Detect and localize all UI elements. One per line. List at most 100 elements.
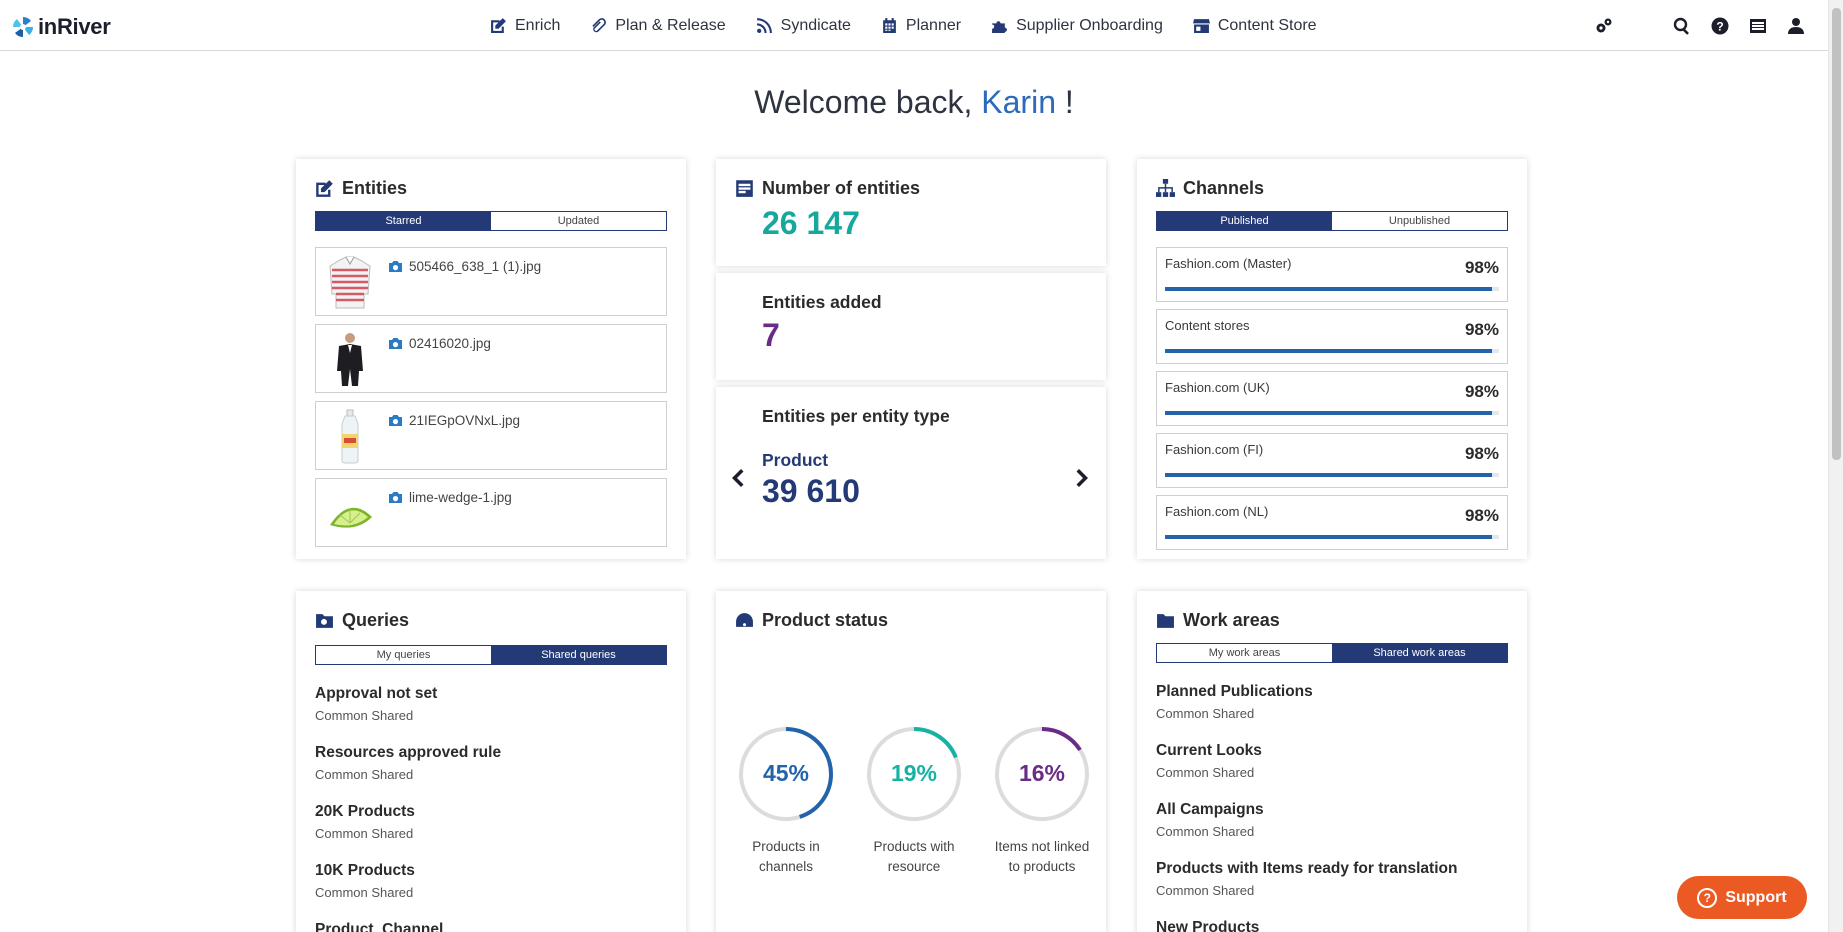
entities-added-label: Entities added: [762, 292, 882, 312]
donut-label-line1: Items not linked: [994, 839, 1090, 854]
list-view-button[interactable]: [1748, 16, 1768, 36]
channel-name: Fashion.com (FI): [1165, 442, 1264, 457]
entities-tabs: Starred Updated: [315, 211, 667, 231]
entities-per-type-label: Entities per entity type: [762, 406, 950, 426]
donut-percentage: 16%: [1018, 760, 1066, 786]
item-title: 20K Products: [315, 803, 415, 820]
nav-enrich[interactable]: Enrich: [490, 17, 560, 35]
entity-filename-text: 02416020.jpg: [409, 336, 491, 351]
number-of-entities-title: Number of entities: [735, 178, 920, 199]
item-title: 10K Products: [315, 862, 415, 879]
entity-item[interactable]: 21IEGpOVNxL.jpg: [315, 401, 667, 470]
donut-arc: [739, 727, 833, 821]
list-icon: [1750, 18, 1766, 33]
tab-unpublished[interactable]: Unpublished: [1332, 212, 1507, 230]
scrollbar-thumb[interactable]: [1832, 8, 1841, 460]
help-button[interactable]: ?: [1710, 16, 1730, 36]
nav-plan-release[interactable]: Plan & Release: [590, 17, 726, 35]
support-label: Support: [1725, 888, 1787, 906]
entity-item[interactable]: 02416020.jpg: [315, 324, 667, 393]
svg-text:?: ?: [1716, 19, 1723, 33]
item-subtitle: Common Shared: [1156, 824, 1255, 839]
entity-item[interactable]: 505466_638_1 (1).jpg: [315, 247, 667, 316]
edit-icon: [491, 18, 506, 33]
status-donut-chart: 45% Products in channels: [736, 724, 836, 877]
previous-type-button[interactable]: [728, 467, 746, 489]
entities-title: Entities: [342, 178, 408, 198]
welcome-heading: Welcome back, Karin !: [0, 84, 1828, 121]
channels-title: Channels: [1183, 178, 1265, 198]
query-item[interactable]: Product_Channel: [315, 921, 443, 932]
channel-item[interactable]: Fashion.com (NL) 98%: [1156, 495, 1508, 550]
entity-item[interactable]: lime-wedge-1.jpg: [315, 478, 667, 547]
tab-starred[interactable]: Starred: [316, 212, 491, 230]
brand-name: inRiver: [38, 14, 111, 39]
search-button[interactable]: [1672, 16, 1692, 36]
channel-item[interactable]: Fashion.com (UK) 98%: [1156, 371, 1508, 426]
camera-icon: [389, 261, 402, 272]
work-area-item[interactable]: Products with Items ready for translatio…: [1156, 860, 1457, 898]
rss-icon: [756, 18, 772, 33]
product-status-card: Product status 45% Products in channels 19%…: [716, 591, 1106, 932]
welcome-prefix: Welcome back,: [754, 84, 982, 120]
channel-name: Fashion.com (Master): [1165, 256, 1292, 271]
queries-card: Queries My queries Shared queries Approv…: [296, 591, 686, 932]
entity-filename: 02416020.jpg: [388, 336, 491, 351]
entity-type-count: 39 610: [762, 473, 860, 509]
sitemap-icon: [1156, 179, 1175, 197]
channel-item[interactable]: Content stores 98%: [1156, 309, 1508, 364]
dashboard-gauge-icon: [736, 613, 753, 627]
donut-label-line1: Products with: [873, 839, 955, 854]
donut-label-line2: to products: [1008, 859, 1076, 874]
queries-title: Queries: [342, 610, 410, 630]
queries-tabs: My queries Shared queries: [315, 645, 667, 665]
channel-item[interactable]: Fashion.com (Master) 98%: [1156, 247, 1508, 302]
tab-updated[interactable]: Updated: [491, 212, 666, 230]
item-subtitle: Common Shared: [315, 708, 414, 723]
product-status-card-title: Product status: [735, 610, 888, 631]
brand-logo[interactable]: inRiver: [12, 14, 111, 40]
channel-progress-fill: [1165, 349, 1493, 353]
item-title: Approval not set: [315, 685, 438, 702]
query-item[interactable]: Approval not set Common Shared: [315, 685, 437, 723]
entities-card-title: Entities: [315, 178, 407, 199]
channel-progress-track: [1165, 349, 1499, 353]
nav-enrich-label: Enrich: [515, 16, 561, 34]
entity-filename-text: 21IEGpOVNxL.jpg: [409, 413, 521, 428]
number-of-entities-card: Number of entities 26 147: [716, 159, 1106, 266]
query-item[interactable]: 10K Products Common Shared: [315, 862, 415, 900]
next-type-button[interactable]: [1074, 467, 1092, 489]
nav-supplier-onboarding[interactable]: Supplier Onboarding: [991, 17, 1163, 35]
page-scrollbar[interactable]: [1828, 0, 1843, 932]
channel-progress-track: [1165, 535, 1499, 539]
tab-my-queries[interactable]: My queries: [316, 646, 491, 664]
donut-label: Items not linked to products: [992, 837, 1092, 877]
work-area-item[interactable]: Current Looks Common Shared: [1156, 742, 1262, 780]
work-areas-title: Work areas: [1183, 610, 1280, 630]
help-circle-icon: ?: [1697, 887, 1718, 908]
channel-item[interactable]: Fashion.com (FI) 98%: [1156, 433, 1508, 488]
calendar-icon: [883, 18, 896, 33]
tab-my-work-areas[interactable]: My work areas: [1157, 644, 1332, 662]
user-menu-button[interactable]: [1786, 16, 1806, 36]
support-button[interactable]: ? Support: [1677, 876, 1807, 919]
status-donut-chart: 19% Products with resource: [864, 724, 964, 877]
donut-label-line2: channels: [758, 859, 814, 874]
nav-content-store[interactable]: Content Store: [1192, 17, 1317, 35]
work-area-item[interactable]: New Products: [1156, 919, 1259, 932]
work-area-item[interactable]: Planned Publications Common Shared: [1156, 683, 1313, 721]
settings-button[interactable]: [1594, 16, 1614, 36]
entities-added-value: 7: [762, 317, 780, 353]
work-area-item[interactable]: All Campaigns Common Shared: [1156, 801, 1264, 839]
entity-filename: 505466_638_1 (1).jpg: [388, 259, 541, 274]
nav-planner[interactable]: Planner: [881, 17, 961, 35]
tab-published[interactable]: Published: [1157, 212, 1332, 230]
tab-shared-queries[interactable]: Shared queries: [491, 646, 666, 664]
donut-label: Products in channels: [736, 837, 836, 877]
work-areas-card-title: Work areas: [1156, 610, 1280, 631]
donut-percentage: 45%: [762, 760, 810, 786]
query-item[interactable]: 20K Products Common Shared: [315, 803, 415, 841]
nav-syndicate[interactable]: Syndicate: [756, 17, 851, 35]
tab-shared-work-areas[interactable]: Shared work areas: [1332, 644, 1507, 662]
query-item[interactable]: Resources approved rule Common Shared: [315, 744, 501, 782]
